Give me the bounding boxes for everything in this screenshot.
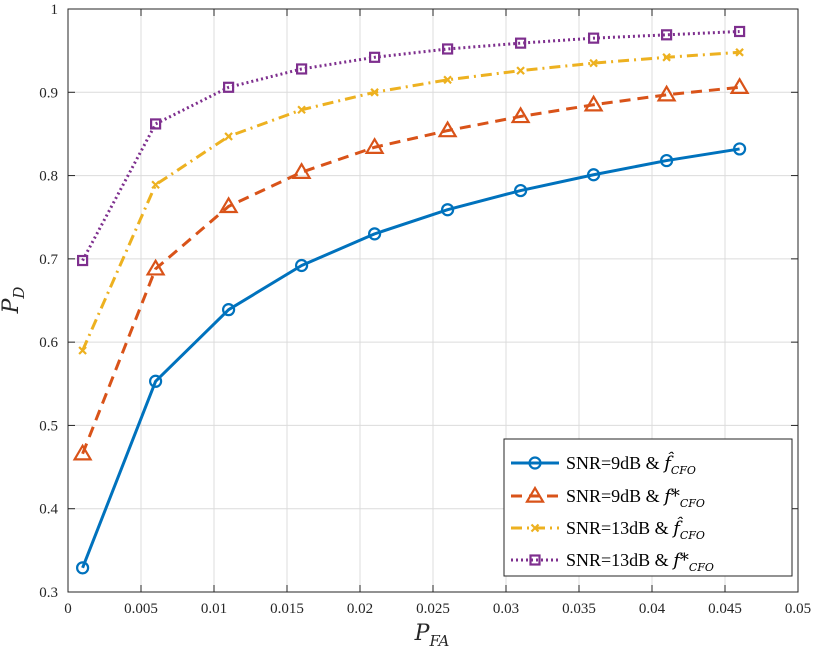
data-point [364, 137, 385, 154]
legend-item: SNR=13dB & f̂CFO [511, 516, 705, 542]
data-point [443, 75, 452, 85]
y-tick-label: 0.3 [39, 585, 58, 601]
data-point [589, 58, 598, 68]
data-point [223, 81, 235, 93]
x-tick-label: 0.02 [347, 601, 373, 617]
x-axis-label-main: P [414, 621, 431, 646]
legend-marker [529, 554, 541, 566]
x-tick-label: 0.01 [201, 601, 227, 617]
data-point [516, 66, 525, 75]
data-point [218, 196, 239, 214]
legend-label-symbol: f* [662, 486, 680, 507]
y-axis-label-sub: D [10, 287, 28, 300]
data-point [72, 443, 93, 461]
ticks: 0 0.005 0.01 0.015 0.02 0.025 0.03 0.035 0.04 0.0… [39, 2, 811, 617]
data-point [442, 43, 454, 55]
data-point [514, 37, 527, 49]
legend-label-sub: CFO [671, 464, 696, 477]
legend-label-main: SNR=13dB & [566, 518, 673, 538]
y-axis-label: PD [0, 287, 28, 315]
series-layer [72, 25, 750, 575]
x-tick-label: 0.005 [124, 601, 158, 617]
series-line [81, 29, 740, 262]
y-tick-label: 0.6 [39, 335, 58, 351]
x-tick-label: 0.015 [270, 601, 304, 617]
series-4 [76, 25, 746, 267]
x-tick-label: 0.045 [708, 601, 742, 617]
x-tick-label: 0.035 [562, 601, 596, 617]
legend-marker [530, 523, 540, 533]
legend-item: SNR=13dB & f*CFO [511, 550, 714, 574]
data-point [583, 94, 604, 112]
legend-label-symbol: f* [671, 550, 689, 571]
data-point [662, 53, 671, 62]
series-line [81, 85, 740, 455]
legend-label-sub: CFO [680, 497, 705, 510]
data-point [368, 227, 382, 241]
y-tick-label: 0.4 [39, 502, 58, 518]
y-tick-label: 1 [51, 2, 59, 18]
legend-marker [528, 456, 542, 470]
data-point [75, 561, 90, 575]
series-line [81, 147, 740, 569]
data-point [76, 254, 89, 267]
legend-label: SNR=9dB & f*CFO [566, 486, 705, 510]
data-point [297, 105, 306, 115]
data-point [729, 77, 750, 94]
data-point [513, 183, 528, 198]
y-tick-label: 0.8 [39, 169, 58, 185]
data-point [291, 162, 312, 179]
legend-label-main: SNR=13dB & [566, 550, 673, 570]
data-point [441, 203, 455, 217]
legend-label-main: SNR=9dB & [566, 453, 664, 473]
data-point [659, 153, 674, 168]
y-tick-label: 0.5 [39, 418, 58, 434]
legend-item: SNR=9dB & f*CFO [511, 485, 705, 510]
data-point [735, 48, 744, 57]
series-3 [78, 48, 744, 355]
data-point [145, 258, 166, 276]
series-line [81, 50, 740, 352]
x-tick-label: 0 [64, 601, 72, 617]
data-point [656, 84, 677, 102]
x-tick-label: 0.03 [493, 601, 519, 617]
x-axis-label-sub: FA [428, 632, 449, 649]
x-axis-label: PFA [414, 621, 450, 649]
data-point [733, 25, 746, 38]
legend-label-sub: CFO [689, 561, 714, 574]
data-point [296, 63, 308, 75]
data-point [586, 168, 601, 182]
data-point [732, 142, 747, 156]
data-point [370, 88, 379, 97]
y-tick-label: 0.9 [39, 85, 58, 101]
data-point [78, 346, 87, 355]
data-point [295, 258, 309, 273]
x-tick-label: 0.04 [639, 601, 666, 617]
data-point [587, 32, 600, 44]
data-point [150, 118, 162, 130]
x-tick-label: 0.025 [416, 601, 450, 617]
legend-item: SNR=9dB & f̂CFO [511, 451, 696, 477]
legend-label-main: SNR=9dB & [566, 486, 664, 506]
data-point [369, 51, 381, 63]
x-tick-label: 0.05 [785, 601, 811, 617]
y-axis-label-main: P [0, 297, 24, 314]
legend-label: SNR=9dB & f̂CFO [566, 451, 696, 477]
legend-label: SNR=13dB & f*CFO [566, 550, 714, 574]
data-point [510, 106, 531, 124]
data-point [660, 29, 673, 41]
series-2 [72, 77, 750, 461]
legend-label-sub: CFO [680, 529, 705, 542]
legend-marker [525, 485, 545, 503]
data-point [222, 303, 236, 317]
series-1 [75, 142, 747, 575]
y-tick-label: 0.7 [39, 252, 58, 268]
data-point [437, 120, 458, 138]
data-point [224, 132, 233, 141]
legend-label: SNR=13dB & f̂CFO [566, 516, 705, 542]
data-point [151, 180, 160, 190]
data-point [149, 374, 163, 388]
